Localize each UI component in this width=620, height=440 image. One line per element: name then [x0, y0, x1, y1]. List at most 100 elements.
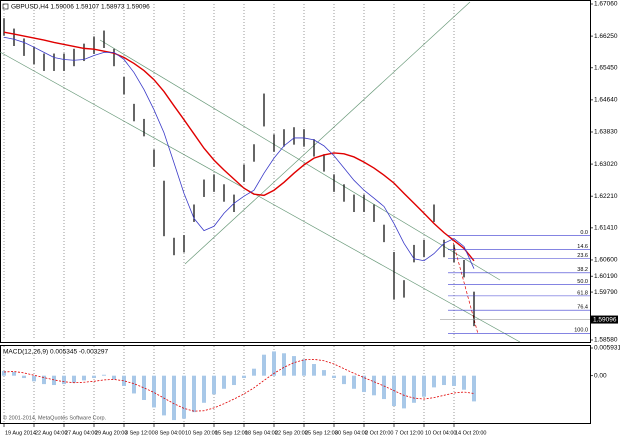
x-tick-label: 30 Sep 04:00: [335, 430, 368, 436]
last-price-label: 1.59096: [593, 316, 617, 323]
signal-line: [3, 358, 475, 412]
histogram-bar: [412, 375, 416, 403]
histogram-bar: [152, 375, 156, 408]
histogram-bar: [402, 375, 406, 409]
price-pane: [0, 0, 591, 343]
histogram-bar: [212, 375, 216, 395]
histogram-bar: [32, 375, 36, 382]
histogram-bar: [2, 371, 6, 376]
histogram-bar: [352, 375, 356, 389]
copyright: © 2001-2014, MetaQuotes Software Corp.: [3, 414, 107, 421]
histogram-bar: [332, 375, 336, 379]
x-tick-label: 7 Oct 12:00: [395, 430, 423, 436]
x-tick-label: 2 Oct 20:00: [365, 430, 393, 436]
x-tick-label: 19 Aug 2014: [5, 430, 36, 436]
histogram-bar: [142, 375, 146, 400]
y-tick-label: 1.63020: [594, 161, 618, 168]
histogram-bar: [102, 374, 106, 376]
histogram-bar: [42, 375, 46, 385]
fib-label: 61.8: [577, 290, 588, 296]
histogram-bar: [272, 351, 276, 376]
x-tick-label: 10 Oct 04:00: [425, 430, 457, 436]
x-tick-label: 27 Aug 04:00: [65, 430, 97, 436]
fib-label: 23.6: [577, 253, 588, 259]
histogram-bar: [252, 368, 256, 376]
histogram-bar: [12, 371, 16, 376]
histogram-bar: [262, 354, 266, 376]
x-tick-label: 22 Aug 04:00: [35, 430, 67, 436]
x-tick-label: 29 Aug 20:00: [95, 430, 127, 436]
channel-lines: [0, 1, 521, 343]
x-tick-label: 8 Sep 04:00: [155, 430, 185, 436]
fib-label: 0.0: [580, 230, 588, 236]
x-tick-label: 3 Sep 12:00: [125, 430, 155, 436]
chart-title: GBPUSD,H4 1.59006 1.59107 1.58973 1.5909…: [11, 4, 150, 11]
histogram-bar: [182, 375, 186, 419]
x-tick-label: 15 Sep 12:00: [215, 430, 248, 436]
x-tick-label: 22 Sep 20:00: [275, 430, 308, 436]
histogram-bar: [82, 375, 86, 381]
y-tick-label: 1.62210: [594, 193, 618, 200]
histogram-bar: [92, 375, 96, 379]
histogram-bar: [432, 375, 436, 388]
x-tick-label: 14 Oct 20:00: [455, 430, 487, 436]
histogram-bar: [382, 375, 386, 400]
histogram-bar: [322, 370, 326, 376]
symbol-icon: [2, 3, 9, 10]
histogram-bar: [222, 375, 226, 389]
histogram-bar: [202, 375, 206, 403]
y-tick-label: 1.63830: [594, 129, 618, 136]
x-tick-label: 10 Sep 20:00: [185, 430, 218, 436]
y-tick-label: 1.64640: [594, 97, 618, 104]
channel-line: [99, 39, 501, 281]
fib-label: 14.6: [577, 244, 588, 250]
histogram-bar: [462, 375, 466, 390]
histogram-bar: [282, 353, 286, 376]
histogram-bar: [72, 375, 76, 383]
histogram-bar: [122, 375, 126, 386]
y-tick-label: 1.60600: [594, 257, 618, 264]
macd-pane: [0, 345, 591, 424]
moving-average: [3, 31, 475, 262]
y-tick-label: 0.00: [594, 372, 607, 379]
histogram-bar: [192, 375, 196, 413]
histogram-bar: [422, 375, 426, 397]
histogram-bar: [172, 375, 176, 421]
y-tick-label: 1.66250: [594, 33, 618, 40]
histogram-bar: [342, 375, 346, 385]
histogram-bar: [232, 375, 236, 386]
histogram-bar: [372, 375, 376, 396]
fib-label: 38.2: [577, 267, 588, 273]
histogram-bar: [132, 375, 136, 394]
histogram-bar: [62, 375, 66, 385]
x-tick-label: 25 Sep 12:00: [305, 430, 338, 436]
histogram-bar: [302, 359, 306, 376]
histogram-bar: [362, 375, 366, 393]
y-tick-label: 1.58580: [594, 337, 618, 344]
channel-line: [0, 51, 521, 343]
histogram-bar: [472, 375, 476, 402]
fib-label: 76.4: [577, 305, 588, 311]
y-tick-label: 1.59790: [594, 289, 618, 296]
x-tick-label: 18 Sep 04:00: [245, 430, 278, 436]
channel-line: [184, 1, 471, 265]
histogram-bar: [312, 364, 316, 376]
histogram-bar: [292, 356, 296, 376]
histogram-bar: [162, 375, 166, 416]
y-tick-label: 1.65450: [594, 65, 618, 72]
y-tick-label: 0.005931: [594, 345, 620, 352]
last-price-tag: [591, 315, 618, 324]
histogram-bar: [52, 375, 56, 386]
histogram-bar: [22, 375, 26, 379]
y-tick-label: 1.67060: [594, 1, 618, 8]
moving-average: [3, 36, 475, 269]
histogram-bar: [442, 375, 446, 386]
y-tick-label: 1.60190: [594, 273, 618, 280]
indicator-title: MACD(12,26,9) 0.005345 -0.003297: [3, 349, 109, 356]
y-tick-label: 1.61410: [594, 225, 618, 232]
histogram-bar: [112, 375, 116, 380]
histogram-bar: [452, 375, 456, 386]
